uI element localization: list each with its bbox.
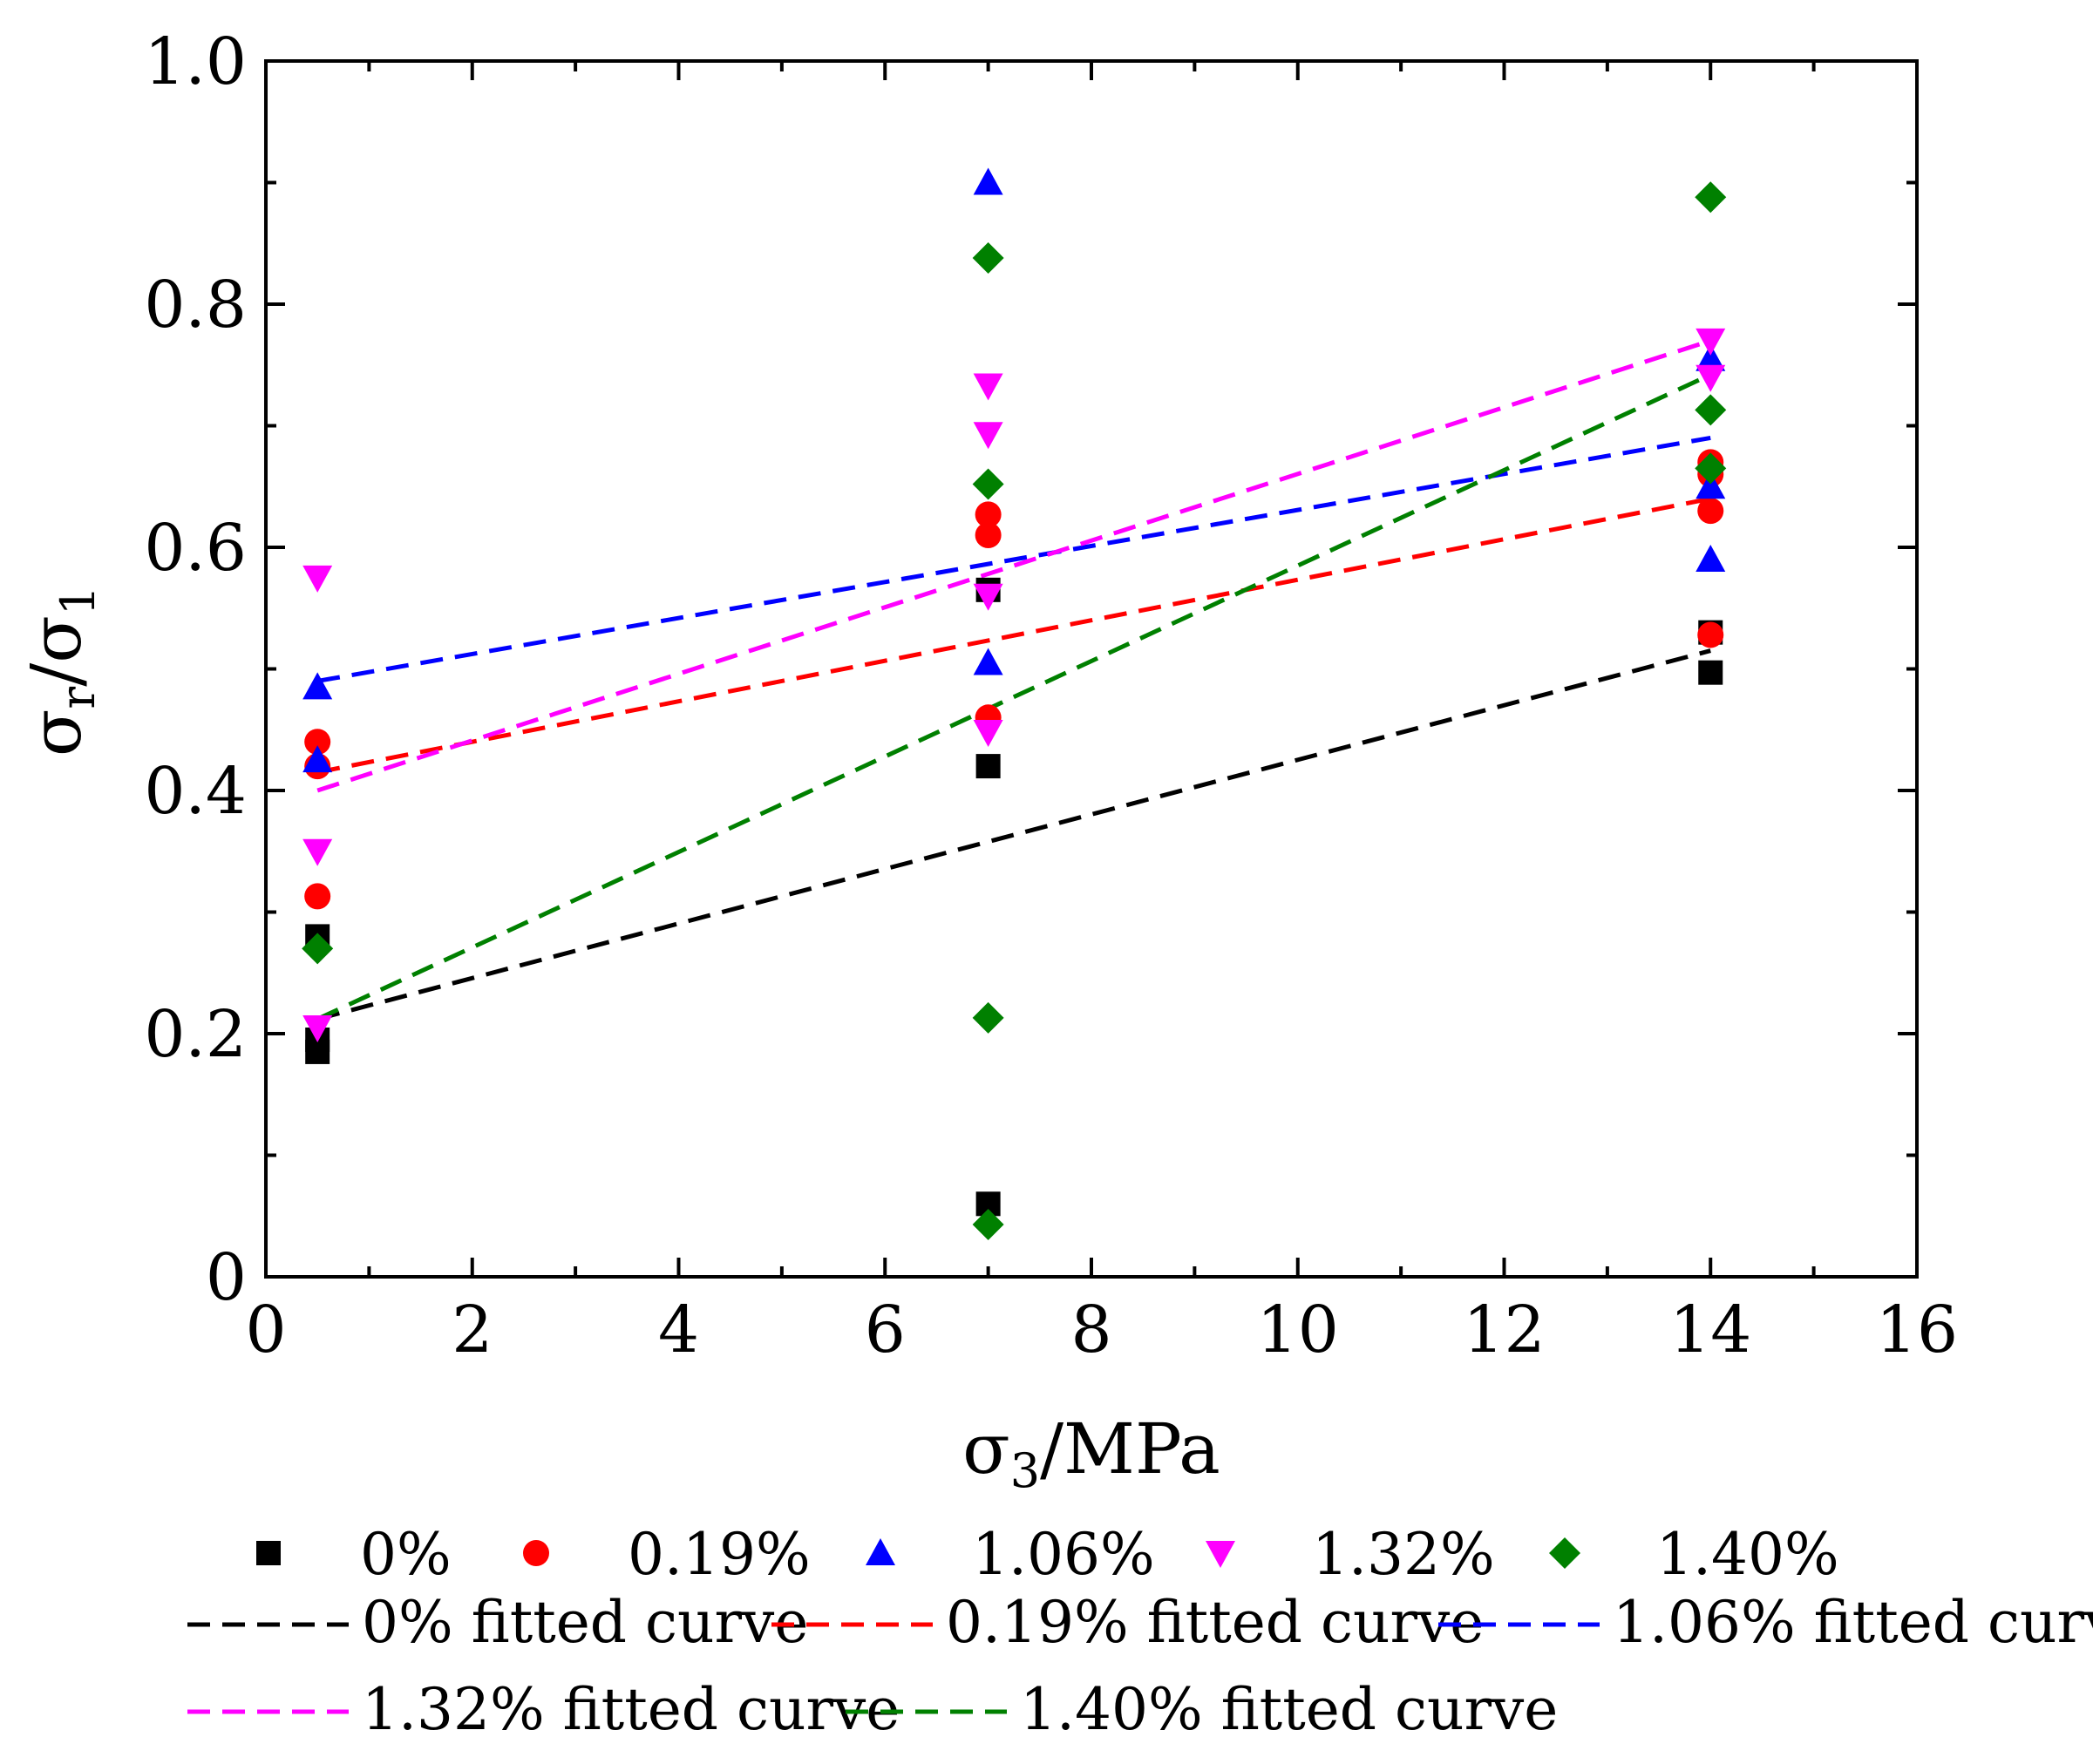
data-point-1-32-: [302, 838, 333, 866]
data-point-1-40-: [972, 1001, 1004, 1034]
data-point-1-40-: [1695, 394, 1727, 426]
legend-label: 0%: [360, 1521, 452, 1588]
data-point-1-32-: [1695, 328, 1726, 356]
data-point-1-06-: [1695, 343, 1726, 371]
data-point-1-06-: [1695, 544, 1726, 572]
data-point-1-32-: [973, 583, 1003, 611]
fit-line-1-32-: [316, 338, 1712, 793]
legend: 0% 0.19% 1.06% 1.32% 1.40% 0% fitted curve 0.1…: [187, 1521, 2093, 1743]
y-axis-label-denominator: σ: [16, 615, 97, 663]
y-axis-label-slash: /: [16, 663, 97, 687]
y-axis-label-numerator: σ: [16, 709, 97, 757]
data-point-1-32-: [973, 373, 1003, 401]
y-axis-label-numerator-subscript: r: [51, 687, 105, 709]
data-point-0-19-: [1697, 498, 1724, 525]
x-axis-label-symbol: σ: [962, 1408, 1010, 1489]
y-tick-label: 0.6: [144, 511, 247, 586]
fit-line-1-40-: [316, 372, 1712, 1021]
data-point-1-06-: [973, 167, 1003, 195]
legend-marker-1-40-: [1549, 1537, 1580, 1569]
legend-fit-label: 1.40% fitted curve: [1020, 1676, 1558, 1743]
data-points-layer: [302, 167, 1727, 1241]
data-point-1-40-: [302, 933, 334, 965]
x-tick-label: 8: [1070, 1292, 1111, 1367]
legend-marker-0-: [256, 1541, 281, 1565]
legend-fit-label: 0.19% fitted curve: [946, 1589, 1484, 1656]
legend-label: 1.32%: [1312, 1521, 1495, 1588]
x-tick-label: 10: [1257, 1292, 1339, 1367]
data-point-1-32-: [302, 1015, 333, 1043]
legend-fit-label: 1.32% fitted curve: [362, 1676, 900, 1743]
legend-fit-label: 0% fitted curve: [362, 1589, 808, 1656]
fit-line-0-19-: [316, 496, 1711, 775]
x-tick-label: 0: [245, 1292, 286, 1367]
x-axis-label: σ3/MPa: [962, 1408, 1220, 1498]
y-tick-label: 0.8: [144, 268, 247, 343]
x-axis: 0 2 4 6 8 10 12 14 16: [245, 61, 1958, 1367]
legend-marker-1-32-: [1206, 1541, 1235, 1568]
y-tick-label: 1.0: [144, 24, 247, 99]
x-tick-label: 6: [865, 1292, 906, 1367]
data-point-1-40-: [972, 241, 1004, 274]
data-point-0-19-: [304, 729, 331, 756]
x-tick-label: 16: [1876, 1292, 1958, 1367]
plot-frame: [264, 59, 1919, 1279]
data-point-1-06-: [973, 648, 1003, 675]
x-tick-label: 4: [658, 1292, 699, 1367]
data-point-0-19-: [1697, 621, 1724, 648]
data-point-1-32-: [973, 422, 1003, 450]
fit-line-1-06-: [316, 435, 1711, 683]
fit-lines-layer: [316, 338, 1712, 1021]
data-point-0-: [975, 754, 1001, 779]
legend-marker-1-06-: [866, 1538, 895, 1565]
data-point-1-40-: [1695, 181, 1727, 214]
data-point-1-40-: [1695, 452, 1727, 485]
data-point-1-32-: [302, 565, 333, 593]
x-axis-label-unit: /MPa: [1040, 1408, 1220, 1489]
y-tick-label: 0.2: [144, 997, 247, 1072]
data-point-1-40-: [972, 468, 1004, 500]
data-point-0-19-: [975, 522, 1002, 549]
data-point-1-32-: [1695, 364, 1726, 392]
data-point-1-06-: [1695, 472, 1726, 499]
data-point-1-06-: [302, 672, 333, 700]
data-point-0-: [1698, 660, 1723, 685]
data-point-1-32-: [973, 720, 1003, 748]
x-axis-label-subscript: 3: [1010, 1443, 1040, 1498]
legend-fit-label: 1.06% fitted curve: [1613, 1589, 2093, 1656]
legend-label: 1.06%: [972, 1521, 1155, 1588]
x-tick-label: 14: [1669, 1292, 1751, 1367]
y-axis-label: σr/σ1: [16, 586, 105, 756]
legend-label: 1.40%: [1656, 1521, 1839, 1588]
fit-line-0-: [316, 648, 1711, 1021]
x-tick-label: 12: [1463, 1292, 1545, 1367]
y-tick-label: 0.4: [144, 754, 247, 829]
data-point-1-40-: [972, 1209, 1004, 1241]
y-tick-label: 0: [206, 1240, 247, 1315]
y-axis-label-denominator-subscript: 1: [51, 586, 105, 615]
legend-marker-0-19-: [523, 1540, 549, 1566]
x-tick-label: 2: [452, 1292, 493, 1367]
data-point-0-19-: [304, 883, 331, 910]
data-point-0-19-: [975, 501, 1002, 528]
legend-label: 0.19%: [628, 1521, 811, 1588]
data-point-1-06-: [302, 745, 333, 773]
y-axis: 0 0.2 0.4 0.6 0.8 1.0: [144, 24, 1917, 1315]
